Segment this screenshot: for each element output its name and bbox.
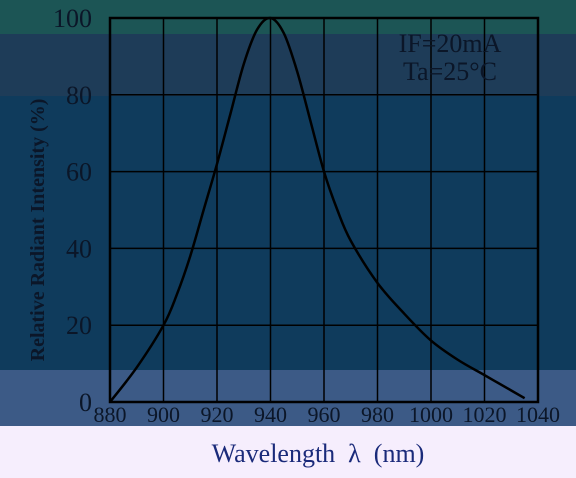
x-tick-labels: 880 900 920 940 960 980 1000 1020 1040: [94, 402, 561, 427]
condition-current: IF=20mA: [399, 29, 502, 58]
y-tick-label: 0: [79, 388, 92, 417]
y-tick-labels: 0 20 40 60 80 100: [53, 4, 92, 417]
x-tick-label: 980: [361, 402, 394, 427]
band-lower: [0, 370, 576, 426]
x-tick-label: 1020: [463, 402, 507, 427]
x-tick-label: 1040: [516, 402, 560, 427]
y-axis-label: Relative Radiant Intensity (%): [27, 99, 49, 362]
x-tick-label: 900: [147, 402, 180, 427]
x-tick-label: 960: [308, 402, 341, 427]
condition-temperature: Ta=25°C: [403, 57, 497, 86]
x-tick-label: 1000: [409, 402, 453, 427]
y-tick-label: 80: [66, 81, 92, 110]
x-tick-label: 880: [94, 402, 127, 427]
band-footer: [0, 426, 576, 473]
y-tick-label: 100: [53, 4, 92, 33]
x-axis-label: Wavelength λ (nm): [212, 439, 425, 468]
y-tick-label: 60: [66, 158, 92, 187]
y-tick-label: 20: [66, 311, 92, 340]
band-main: [0, 96, 576, 370]
series-line: [109, 16, 526, 403]
x-tick-label: 920: [201, 402, 234, 427]
y-tick-label: 40: [66, 234, 92, 263]
plot-frame: [108, 16, 540, 404]
x-tick-label: 940: [254, 402, 287, 427]
